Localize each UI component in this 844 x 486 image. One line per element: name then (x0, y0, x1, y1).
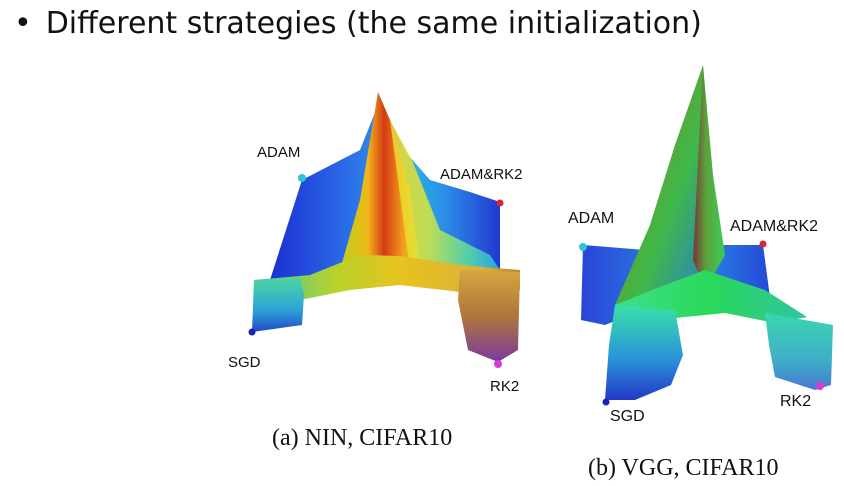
vgg-caption: (b) VGG, CIFAR10 (588, 455, 779, 481)
nin-surface-left-foot (252, 278, 304, 332)
nin-surface-peak (340, 92, 420, 270)
vgg-label-rk2: RK2 (780, 393, 812, 410)
vgg-label-sgd: SGD (610, 408, 645, 425)
vgg-adam-rk2-marker (759, 240, 767, 248)
vgg-surface-peak (615, 65, 707, 310)
bullet-text: Different strategies (the same initializ… (45, 6, 702, 41)
vgg-surface-right-foot (765, 313, 833, 390)
nin-label-sgd: SGD (228, 354, 261, 371)
vgg-rk2-marker (816, 382, 824, 390)
vgg-label-adam: ADAM (568, 210, 615, 227)
nin-label-adam: ADAM (257, 144, 301, 161)
nin-label-adam-rk2: ADAM&RK2 (440, 166, 523, 183)
bullet-dot: • (14, 6, 32, 41)
nin-caption: (a) NIN, CIFAR10 (272, 425, 453, 451)
nin-label-rk2: RK2 (490, 378, 520, 395)
nin-loss-surface (248, 92, 520, 368)
nin-surface-front (254, 255, 520, 302)
vgg-surface-peak-right (693, 65, 725, 290)
vgg-sgd-marker (602, 398, 610, 406)
nin-adam-rk2-marker (496, 199, 504, 207)
nin-sgd-marker (248, 328, 256, 336)
nin-rk2-marker (494, 360, 502, 368)
slide-bullet: • Different strategies (the same initiali… (14, 6, 702, 41)
nin-surface-right-foot (458, 270, 520, 362)
vgg-surface-left-foot (605, 305, 683, 400)
nin-surface-peak-right (390, 120, 500, 270)
nin-adam-marker (298, 174, 306, 182)
vgg-adam-marker (579, 243, 587, 251)
vgg-label-adam-rk2: ADAM&RK2 (730, 218, 819, 235)
vgg-loss-surface (579, 65, 833, 406)
